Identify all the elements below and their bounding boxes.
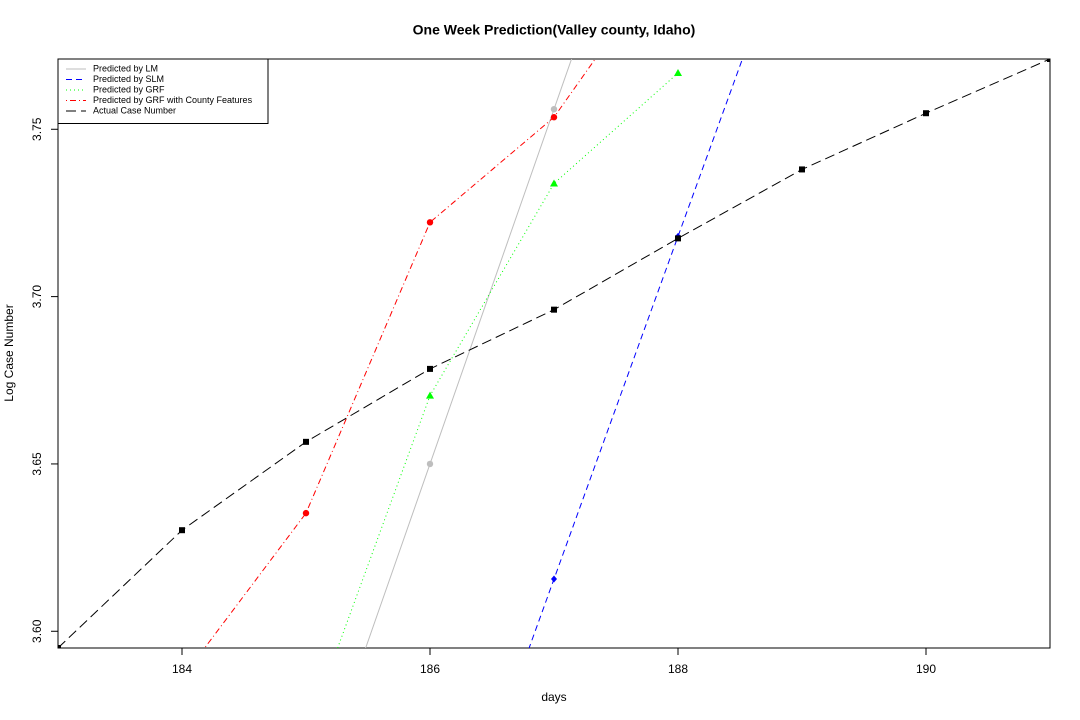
point [426,219,434,226]
point [426,391,434,399]
point [550,105,558,113]
x-axis-label: days [541,690,566,704]
point [674,69,682,77]
point [799,166,805,173]
point [551,575,557,583]
legend-label: Predicted by GRF [93,84,165,94]
series-line [528,59,743,648]
legend-label: Predicted by LM [93,63,158,73]
y-tick-label: 3.65 [30,452,44,476]
point [550,179,558,187]
series-line [58,59,1050,648]
series-line [337,72,679,648]
legend-label: Predicted by SLM [93,74,164,84]
plot-area [58,59,1050,648]
x-tick-label: 188 [668,662,688,676]
point [550,114,558,121]
series-line [204,59,596,648]
x-tick-label: 184 [172,662,192,676]
point [302,509,310,517]
series-line [365,59,573,648]
y-tick-label: 3.60 [30,619,44,643]
point [179,527,185,534]
point [427,365,433,372]
x-tick-label: 190 [916,662,936,676]
point [923,110,929,117]
point [303,438,309,445]
legend-box [57,58,269,124]
legend-label: Predicted by GRF with County Features [93,95,253,105]
y-tick-label: 3.70 [30,285,44,309]
point [426,460,434,468]
y-tick-label: 3.75 [30,117,44,141]
plot-frame [57,58,1051,649]
point [1047,59,1050,62]
x-tick-label: 186 [420,662,440,676]
legend-label: Actual Case Number [93,105,176,115]
point [675,235,681,242]
point [551,306,557,313]
chart-title: One Week Prediction(Valley county, Idaho… [413,22,696,38]
point [58,645,61,648]
y-axis-label: Log Case Number [2,304,16,401]
